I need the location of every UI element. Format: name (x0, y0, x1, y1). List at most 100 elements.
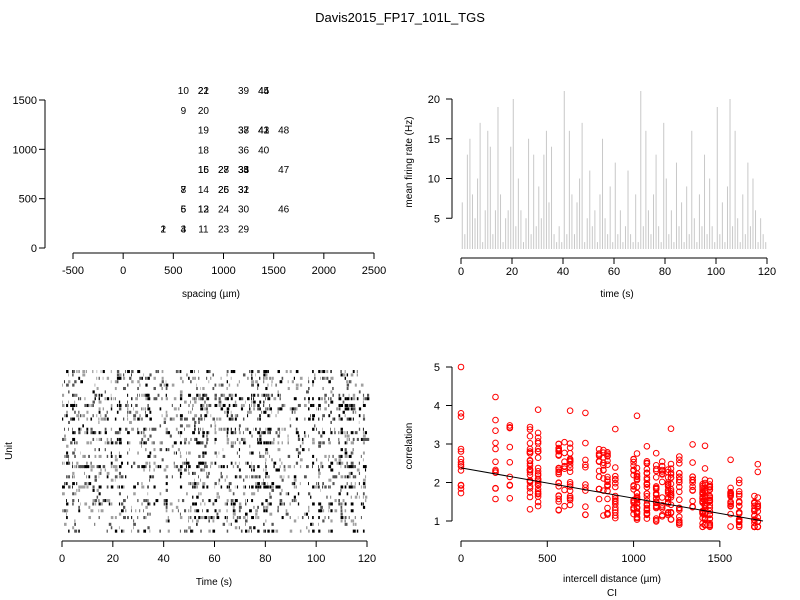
correlation-point (612, 498, 619, 506)
spike-mark (265, 373, 268, 377)
spike-mark (265, 509, 268, 513)
unit-label: 18 (198, 145, 210, 156)
spike-mark (259, 417, 261, 421)
spike-mark (230, 499, 234, 503)
correlation-point (534, 448, 542, 455)
spike-mark (171, 475, 173, 479)
spike-mark (356, 397, 359, 401)
spike-mark (279, 393, 281, 397)
spike-mark (362, 393, 365, 397)
spike-mark (78, 485, 82, 489)
spike-mark (194, 420, 197, 424)
spike-mark (84, 471, 85, 475)
spike-mark (216, 512, 219, 516)
unit-label: 7 (181, 185, 187, 196)
spike-mark (106, 485, 109, 489)
spike-mark (346, 383, 350, 387)
spike-mark (255, 485, 257, 489)
spike-mark (179, 424, 183, 428)
spike-mark (161, 386, 163, 391)
spike-mark (190, 410, 192, 414)
spike-mark (352, 465, 355, 469)
spike-mark (267, 414, 271, 418)
spike-mark (153, 454, 156, 458)
spike-mark (147, 393, 150, 397)
spike-mark (92, 465, 95, 469)
spike-mark (131, 380, 134, 384)
spike-mark (179, 529, 181, 533)
spike-mark (251, 383, 254, 387)
spike-mark (86, 427, 89, 431)
spike-mark (94, 502, 97, 506)
spike-mark (265, 427, 267, 431)
spike-mark (269, 454, 271, 458)
correlation-point (701, 476, 709, 484)
spike-mark (165, 465, 169, 469)
spike-mark (64, 434, 66, 438)
spike-mark (104, 397, 106, 401)
spike-mark (281, 403, 285, 408)
x-tick-label: 1000 (211, 265, 235, 277)
spike-mark (74, 529, 78, 533)
spike-mark (358, 427, 361, 431)
spike-mark (155, 370, 158, 374)
correlation-point (582, 503, 589, 511)
spike-mark (257, 403, 260, 408)
spike-mark (188, 526, 191, 530)
spike-mark (86, 461, 88, 465)
spike-mark (171, 417, 175, 421)
spike-mark (330, 410, 332, 414)
spike-mark (222, 522, 226, 526)
spike-mark (88, 454, 90, 458)
spike-mark (308, 505, 310, 509)
correlation-point (689, 503, 696, 510)
spike-mark (76, 488, 78, 492)
spike-mark (143, 373, 145, 377)
spike-mark (133, 519, 135, 523)
spike-mark (340, 417, 343, 421)
spike-mark (259, 485, 262, 489)
spike-mark (169, 502, 173, 506)
unit-label: 3 (181, 224, 187, 235)
spike-mark (360, 454, 362, 458)
unit-label: 26 (218, 185, 230, 196)
spike-mark (131, 505, 132, 509)
spike-mark (346, 434, 350, 438)
spike-mark (220, 393, 224, 397)
spike-mark (220, 376, 222, 380)
spike-mark (72, 475, 74, 479)
spike-mark (344, 448, 347, 452)
spike-mark (299, 376, 303, 380)
correlation-point (526, 506, 534, 513)
spike-mark (135, 403, 138, 408)
spike-mark (320, 434, 323, 438)
spike-mark (277, 370, 280, 374)
spike-mark (338, 492, 341, 496)
spike-mark (344, 454, 348, 458)
spike-mark (153, 468, 155, 472)
spike-mark (297, 403, 301, 408)
spike-mark (289, 502, 291, 506)
spike-mark (86, 403, 89, 408)
spike-mark (80, 485, 84, 489)
spike-mark (84, 454, 86, 458)
spike-mark (198, 454, 201, 458)
spike-mark (108, 499, 111, 503)
spike-mark (360, 502, 363, 506)
spike-mark (94, 454, 97, 458)
spike-mark (133, 485, 136, 489)
spike-mark (143, 441, 146, 445)
spike-mark (253, 526, 256, 530)
spike-mark (202, 427, 204, 431)
spike-mark (350, 461, 354, 465)
spike-mark (328, 397, 330, 401)
spike-mark (230, 410, 232, 414)
spike-mark (66, 451, 69, 455)
spike-mark (251, 370, 254, 374)
spike-mark (110, 370, 112, 374)
spike-mark (198, 475, 199, 479)
spike-mark (114, 386, 117, 391)
spike-mark (110, 526, 113, 530)
spike-mark (139, 417, 141, 421)
correlation-point (582, 463, 589, 471)
